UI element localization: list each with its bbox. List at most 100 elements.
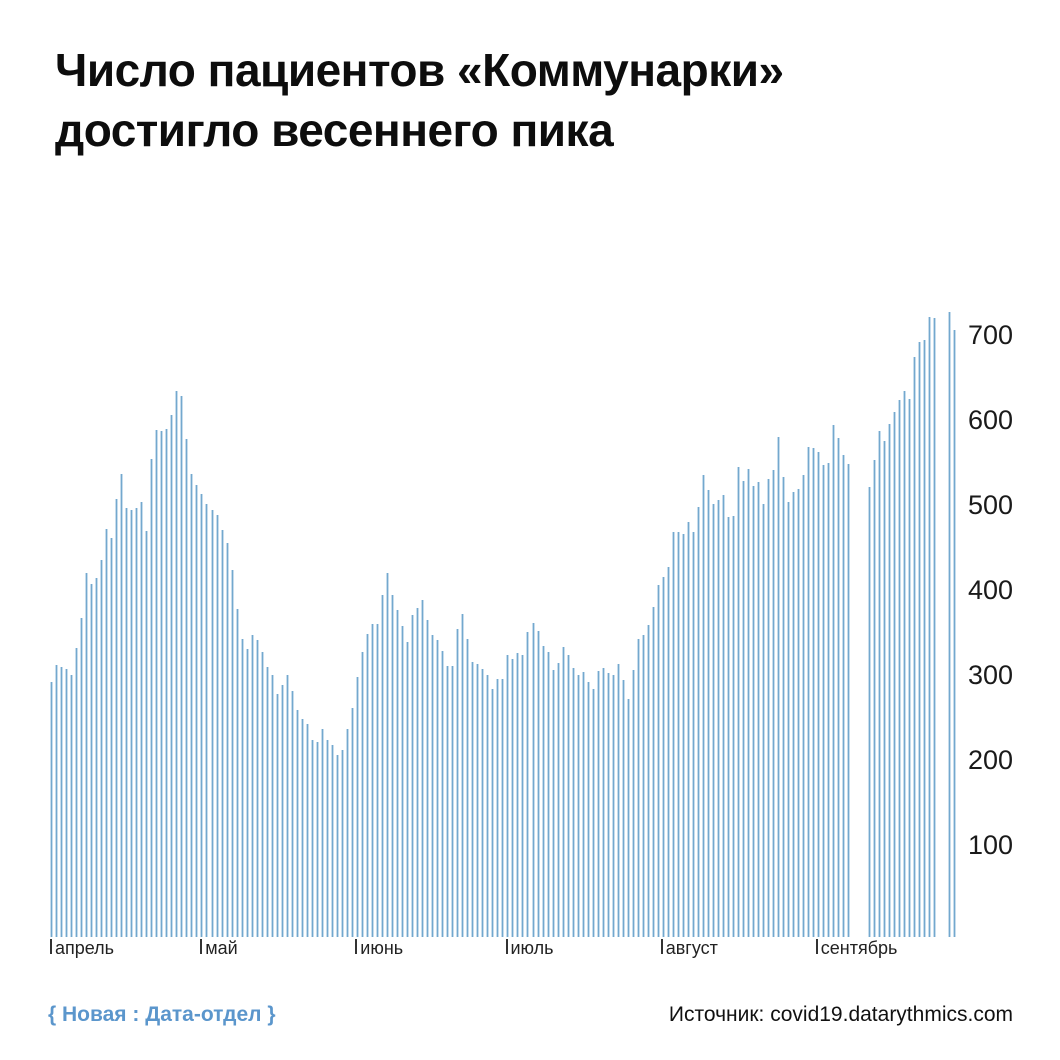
tick-mark-icon — [200, 939, 203, 954]
bar — [516, 653, 520, 937]
month-label: июнь — [360, 938, 404, 958]
bar — [426, 619, 430, 937]
bar — [817, 451, 821, 937]
bar — [686, 522, 690, 937]
bar — [125, 507, 129, 937]
month-tick-3: июнь — [355, 938, 403, 958]
bar — [586, 682, 590, 937]
bar — [381, 595, 385, 937]
bar — [646, 625, 650, 937]
bar — [742, 480, 746, 937]
bar — [566, 654, 570, 937]
bar — [827, 462, 831, 937]
bar — [531, 623, 535, 937]
bar — [100, 560, 104, 937]
bar — [270, 675, 274, 937]
bar — [441, 650, 445, 937]
bar — [386, 573, 390, 937]
bar — [160, 431, 164, 937]
brand-credit: { Новая : Дата-отдел } — [48, 1003, 276, 1026]
bar — [837, 438, 841, 937]
bar — [436, 640, 440, 937]
bar — [421, 599, 425, 937]
bar — [541, 646, 545, 937]
bar — [656, 585, 660, 937]
bar — [446, 665, 450, 937]
bar — [496, 678, 500, 937]
bar — [130, 510, 134, 937]
bar — [391, 595, 395, 937]
bar — [737, 466, 741, 937]
bar — [300, 718, 304, 937]
y-tick-label: 200 — [968, 745, 1014, 775]
bar — [371, 624, 374, 937]
bar — [777, 437, 781, 937]
tick-mark-icon — [815, 939, 818, 954]
bar — [872, 460, 876, 937]
tick-mark-icon — [355, 939, 358, 954]
bar — [772, 470, 776, 937]
bar — [626, 699, 630, 937]
bar — [867, 486, 871, 937]
month-tick-1: апрель — [50, 938, 114, 958]
bar — [551, 670, 555, 937]
bar — [576, 675, 580, 937]
bar — [897, 399, 901, 937]
bar — [882, 441, 886, 937]
bar — [902, 391, 906, 937]
bar — [416, 608, 420, 937]
month-tick-2: май — [200, 938, 238, 958]
bar — [757, 482, 761, 937]
y-tick-label: 700 — [968, 320, 1014, 350]
bar — [712, 503, 716, 937]
bar — [681, 534, 685, 937]
bar — [887, 423, 891, 937]
y-tick-label: 400 — [968, 575, 1014, 605]
bar — [636, 638, 640, 937]
bar — [350, 707, 354, 937]
bar — [290, 690, 294, 937]
bar — [401, 625, 405, 937]
bar — [60, 666, 64, 937]
bar — [727, 517, 731, 937]
bar — [255, 640, 259, 937]
bar — [641, 635, 645, 937]
bar — [295, 710, 299, 937]
bar — [571, 668, 575, 937]
bar — [621, 680, 625, 937]
y-axis-labels: 100 200 300 400 500 600 700 — [968, 0, 1058, 1060]
bar — [411, 614, 415, 937]
bar — [907, 399, 911, 937]
bar — [345, 728, 349, 937]
bar — [315, 742, 319, 937]
bar — [697, 506, 701, 937]
bar — [661, 576, 665, 937]
bar — [666, 567, 670, 937]
bar — [536, 631, 540, 937]
month-label: май — [205, 938, 238, 958]
bar — [230, 569, 234, 937]
chart-title-line2: достигло весеннего пика — [55, 104, 614, 156]
bar — [616, 664, 620, 937]
bar — [285, 675, 289, 937]
bar — [105, 529, 109, 937]
bar — [210, 510, 214, 937]
bar — [240, 638, 244, 937]
month-tick-5: август — [660, 938, 718, 958]
bar — [486, 675, 490, 937]
month-label: август — [665, 938, 718, 958]
bar — [165, 428, 169, 937]
bar — [85, 573, 89, 937]
bar — [461, 614, 465, 937]
bar — [220, 529, 224, 937]
bar — [325, 739, 329, 937]
bar — [355, 676, 359, 937]
y-tick-label: 300 — [968, 660, 1014, 690]
bar — [762, 503, 766, 937]
bar — [822, 465, 826, 937]
month-label: сентябрь — [820, 938, 898, 958]
bar — [340, 750, 344, 937]
bar — [250, 635, 254, 937]
bar — [280, 685, 284, 937]
bar — [431, 635, 435, 937]
